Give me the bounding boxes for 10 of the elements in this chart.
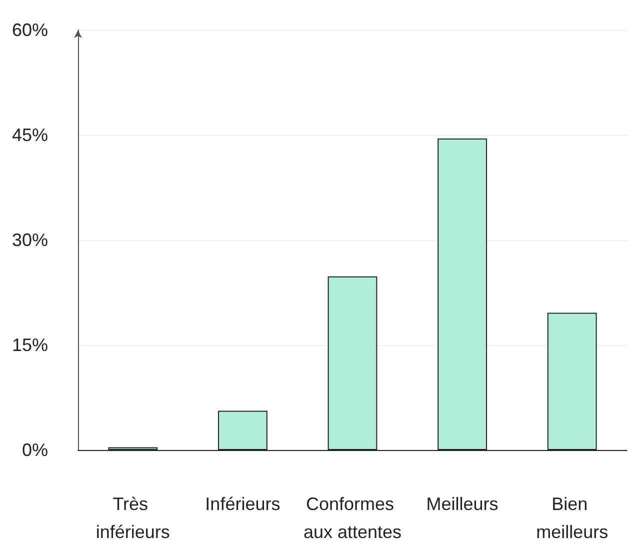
y-tick-label: 45% (12, 125, 48, 145)
y-tick-label: 0% (22, 440, 48, 460)
x-tick-label: Très inférieurs (96, 494, 170, 542)
x-tick-label: Meilleurs (426, 494, 498, 514)
x-tick-label: Inférieurs (205, 494, 280, 514)
y-tick-label: 30% (12, 230, 48, 250)
x-tick-label: Bien meilleurs (536, 494, 608, 542)
y-tick-label: 15% (12, 335, 48, 355)
x-tick-label: Conformes aux attentes (303, 494, 402, 542)
y-tick-label: 60% (12, 20, 48, 40)
